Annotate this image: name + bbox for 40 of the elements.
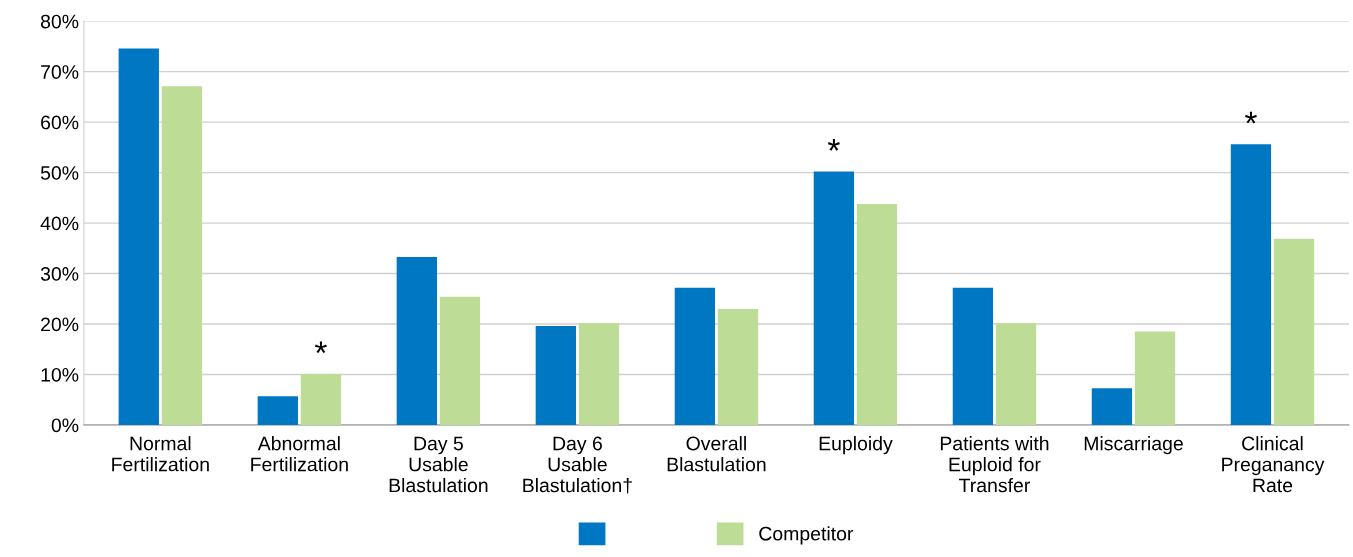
bar (813, 171, 855, 425)
bar (396, 256, 437, 425)
y-tick-label: 0% (51, 418, 79, 433)
bar (1273, 238, 1315, 425)
bar (856, 203, 898, 425)
bar (1091, 388, 1133, 425)
annotation: * (827, 138, 840, 151)
x-tick-label: Miscarriage (1084, 436, 1183, 455)
x-tick-label: Day 6 Usable Blastulation† (523, 436, 632, 494)
bar (439, 296, 481, 425)
y-tick-label: 20% (41, 317, 79, 332)
bar (674, 287, 716, 425)
y-tick-label: 80% (40, 14, 79, 29)
bar (118, 48, 159, 425)
y-tick-label: 50% (40, 166, 79, 180)
legend-label: Competitor (759, 526, 854, 545)
y-tick-label: 30% (40, 267, 79, 281)
y-tick-label: 60% (41, 115, 79, 130)
annotation: * (1244, 111, 1257, 124)
bar (995, 323, 1037, 425)
x-tick-label: Clinical Preganancy Rate (1222, 436, 1325, 493)
bar (1134, 331, 1176, 425)
y-tick-label: 10% (41, 367, 79, 382)
y-tick-label: 70% (41, 65, 79, 79)
x-tick-label: Overall Blastulation (667, 436, 766, 472)
x-tick-label: Euploidy (819, 436, 893, 455)
bar (535, 326, 577, 425)
bar (161, 86, 203, 425)
bar (952, 287, 994, 425)
bar (1230, 144, 1272, 425)
x-tick-label: Normal Fertilization (112, 436, 209, 472)
x-tick-label: Patients with Euploid for Transfer (940, 436, 1049, 493)
bar (257, 396, 298, 425)
bar (300, 374, 342, 425)
bar (717, 308, 759, 425)
x-tick-label: Day 5 Usable Blastulation (389, 436, 488, 493)
y-tick-label: 40% (40, 216, 79, 231)
annotation: * (314, 341, 327, 354)
bar (578, 323, 620, 425)
x-tick-label: Abnormal Fertilization (251, 436, 348, 472)
